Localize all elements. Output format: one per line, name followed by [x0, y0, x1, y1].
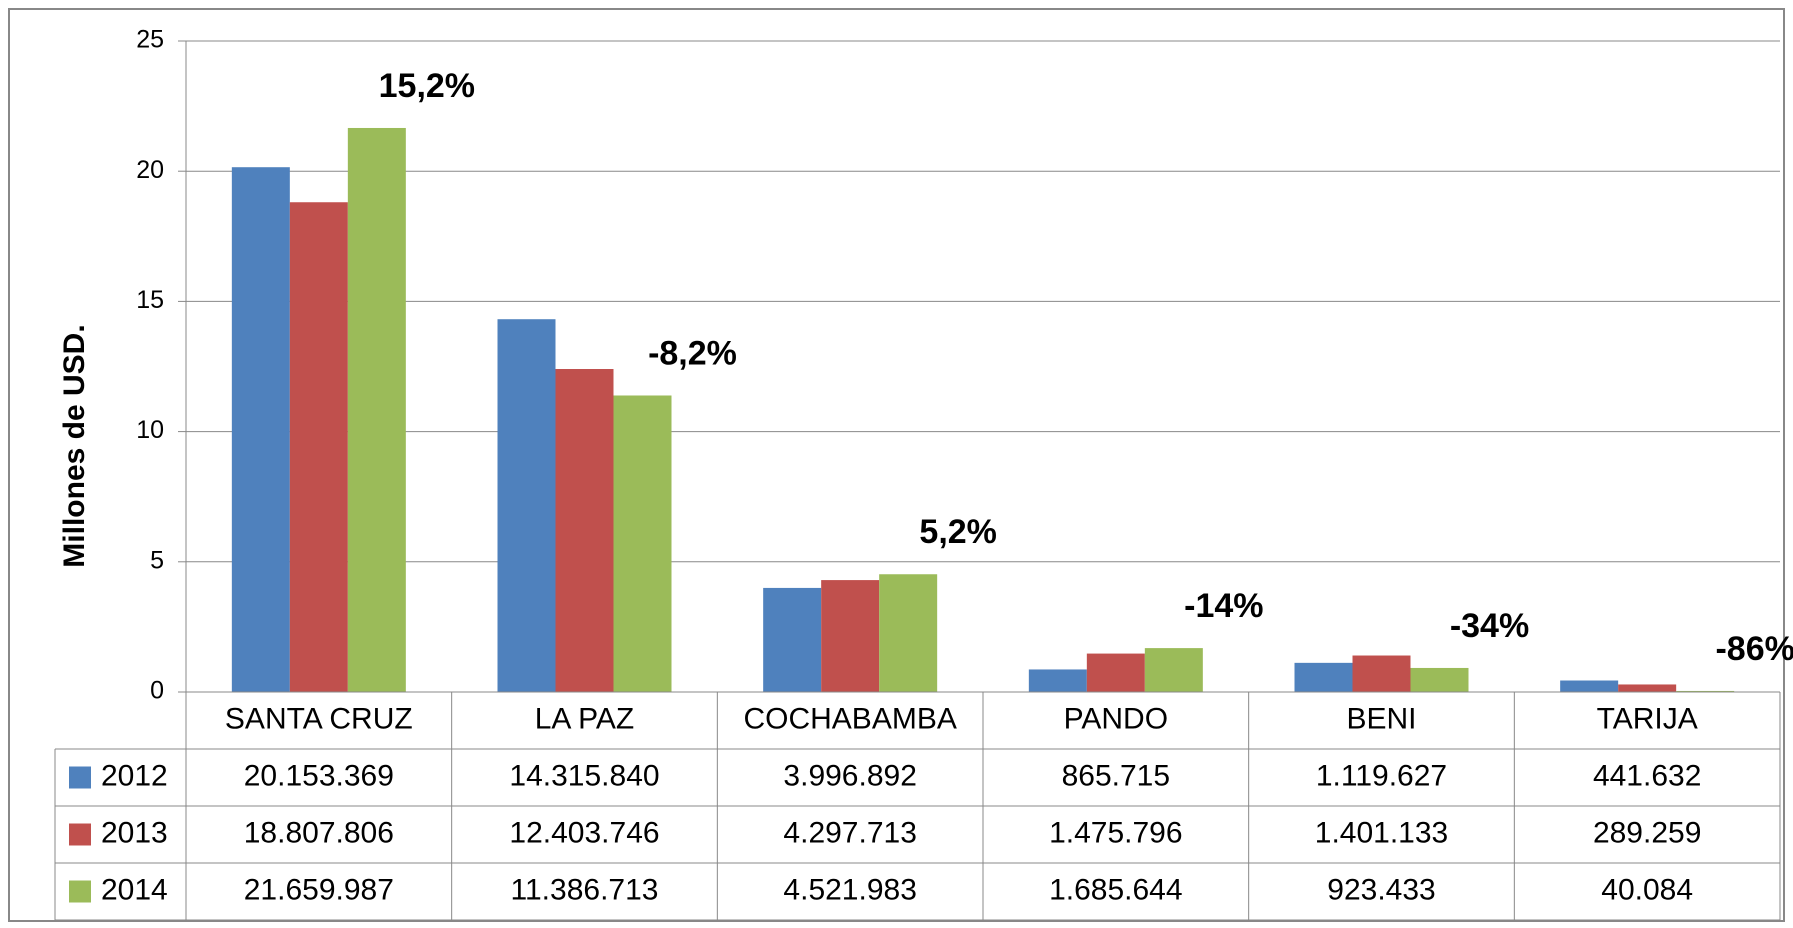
bar — [1676, 690, 1735, 692]
annotation: -34% — [1450, 607, 1529, 645]
table-cell: 3.996.892 — [783, 759, 916, 792]
bar — [879, 574, 938, 692]
bar — [347, 127, 406, 692]
y-tick-label: 0 — [150, 677, 164, 705]
table-cell: 441.632 — [1593, 759, 1701, 792]
annotation: -14% — [1184, 587, 1263, 625]
x-tick-label: SANTA CRUZ — [225, 702, 413, 735]
table-cell: 1.119.627 — [1316, 759, 1447, 792]
bar — [763, 587, 822, 692]
legend-label: 2014 — [101, 873, 168, 906]
annotation: -8,2% — [648, 334, 737, 372]
x-tick-label: BENI — [1346, 702, 1416, 735]
table-cell: 865.715 — [1062, 759, 1170, 792]
table-cell: 11.386.713 — [511, 873, 659, 906]
table-cell: 18.807.806 — [244, 816, 394, 849]
legend-label: 2012 — [101, 759, 168, 792]
bar — [1294, 662, 1353, 692]
table-cell: 12.403.746 — [509, 816, 659, 849]
table-cell: 21.659.987 — [244, 873, 394, 906]
chart-border — [8, 8, 1785, 922]
bar — [231, 167, 290, 692]
table-cell: 14.315.840 — [509, 759, 659, 792]
y-tick-label: 5 — [150, 546, 164, 574]
table-cell: 1.401.133 — [1315, 816, 1448, 849]
table-cell: 289.259 — [1593, 816, 1701, 849]
y-tick-label: 20 — [136, 156, 164, 184]
annotation: 5,2% — [919, 513, 997, 551]
bar — [497, 319, 556, 692]
bar — [555, 369, 614, 692]
legend-label: 2013 — [101, 816, 168, 849]
bar — [1352, 655, 1411, 692]
x-tick-label: TARIJA — [1597, 702, 1698, 735]
y-tick-label: 10 — [136, 416, 164, 444]
bar — [1144, 648, 1203, 692]
legend-swatch — [69, 766, 91, 789]
y-axis-label: Millones de USD. — [58, 324, 91, 567]
x-tick-label: COCHABAMBA — [743, 702, 956, 735]
y-tick-label: 15 — [136, 286, 164, 314]
bar — [1618, 684, 1677, 692]
table-cell: 1.685.644 — [1049, 873, 1182, 906]
annotation: 15,2% — [379, 67, 475, 105]
annotation: -86% — [1715, 630, 1793, 668]
table-cell: 40.084 — [1601, 873, 1693, 906]
y-tick-label: 25 — [136, 26, 164, 54]
legend-swatch — [69, 880, 91, 903]
table-cell: 4.297.713 — [783, 816, 916, 849]
bar — [1560, 680, 1619, 692]
x-tick-label: PANDO — [1064, 702, 1168, 735]
bar — [613, 395, 672, 692]
table-cell: 4.521.983 — [783, 873, 916, 906]
bar — [1410, 667, 1469, 692]
bar — [289, 202, 348, 692]
x-tick-label: LA PAZ — [535, 702, 635, 735]
table-cell: 923.433 — [1327, 873, 1435, 906]
bar — [1028, 669, 1087, 692]
bar — [1086, 653, 1145, 692]
table-cell: 20.153.369 — [244, 759, 394, 792]
legend-swatch — [69, 823, 91, 846]
bar — [821, 580, 880, 692]
table-cell: 1.475.796 — [1049, 816, 1182, 849]
